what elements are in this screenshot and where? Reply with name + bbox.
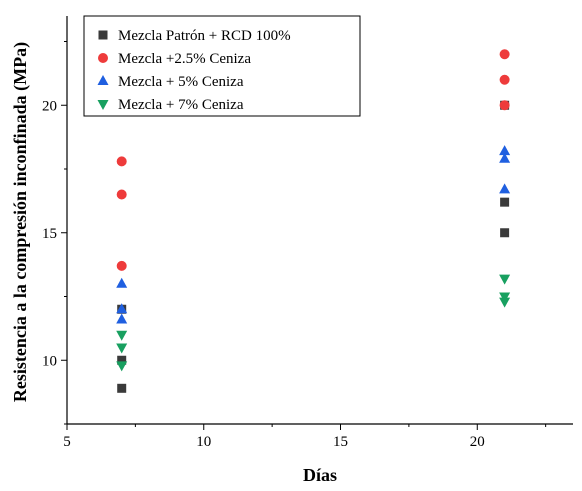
legend: Mezcla Patrón + RCD 100% Mezcla +2.5% Cen… <box>83 15 361 117</box>
x-tick-label: 10 <box>196 434 211 450</box>
data-point-series-2 <box>116 189 127 200</box>
data-point-series-3 <box>116 277 128 288</box>
data-point-series-3 <box>116 313 128 324</box>
plot-area: 5 10 15 20 10 15 20 <box>42 16 573 450</box>
data-point-series-1 <box>500 228 510 238</box>
data-point-series-3 <box>499 152 511 163</box>
data-point-series-3 <box>499 183 511 194</box>
data-point-series-4 <box>499 292 511 303</box>
data-point-series-4 <box>116 330 128 341</box>
y-tick-label: 10 <box>42 353 57 369</box>
legend-marker-4 <box>97 100 109 110</box>
legend-label: Mezcla + 7% Ceniza <box>118 97 244 113</box>
legend-marker-1 <box>98 30 108 40</box>
legend-label: Mezcla Patrón + RCD 100% <box>118 28 291 44</box>
data-point-series-2 <box>116 260 127 271</box>
x-tick-label: 5 <box>63 434 71 450</box>
data-point-series-1 <box>117 383 127 393</box>
data-point-series-3 <box>116 303 128 314</box>
x-tick-label: 15 <box>333 434 348 450</box>
y-tick-label: 15 <box>42 226 57 242</box>
data-point-series-2 <box>116 156 127 167</box>
legend-label: Mezcla +2.5% Ceniza <box>118 51 251 67</box>
data-point-series-1 <box>117 355 127 365</box>
data-point-series-4 <box>499 274 511 285</box>
data-point-series-1 <box>500 197 510 207</box>
y-axis-title: Resistencia a la compresión inconfinada … <box>10 42 31 402</box>
data-point-series-4 <box>116 343 128 354</box>
data-points <box>116 49 511 393</box>
x-axis-ticks: 5 10 15 20 <box>63 424 547 450</box>
data-point-series-2 <box>499 74 510 85</box>
legend-items: Mezcla Patrón + RCD 100% Mezcla +2.5% Cen… <box>97 28 291 113</box>
x-tick-label: 20 <box>470 434 485 450</box>
data-point-series-3 <box>499 145 511 156</box>
y-tick-label: 20 <box>42 98 57 114</box>
legend-marker-2 <box>98 53 108 63</box>
data-point-series-4 <box>499 297 511 308</box>
data-point-series-4 <box>116 361 128 372</box>
legend-box <box>83 15 361 117</box>
data-point-series-2 <box>499 100 510 111</box>
data-point-series-2 <box>499 49 510 60</box>
legend-label: Mezcla + 5% Ceniza <box>118 74 244 90</box>
x-axis-title: Días <box>303 465 337 485</box>
y-axis-ticks: 10 15 20 <box>42 41 67 425</box>
legend-marker-3 <box>97 75 109 85</box>
